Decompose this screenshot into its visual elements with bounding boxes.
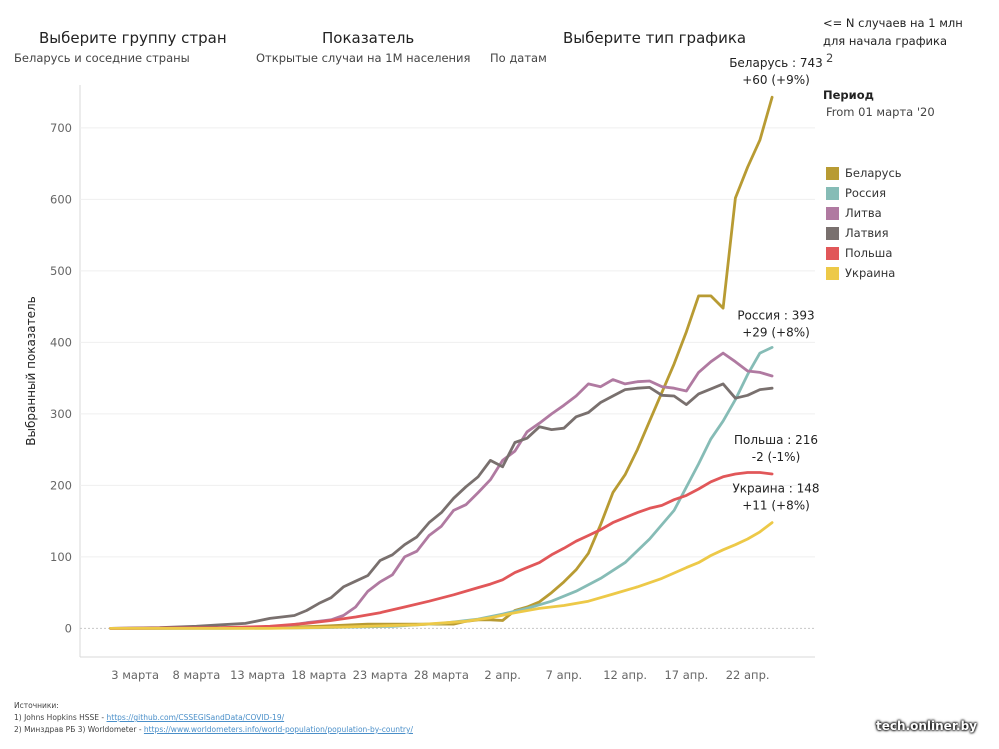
legend-swatch [826, 186, 839, 200]
series-line-0 [109, 95, 774, 630]
metric-selector-value[interactable]: Открытые случаи на 1М населения [256, 51, 471, 65]
y-tick-label: 500 [50, 264, 72, 278]
x-tick-label: 28 марта [414, 668, 469, 682]
x-tick-label: 7 апр. [546, 668, 583, 682]
x-tick-label: 22 апр. [726, 668, 770, 682]
y-tick-label: 400 [50, 335, 72, 349]
legend-item-1[interactable]: Россия [826, 183, 902, 203]
y-axis-title: Выбранный показатель [24, 296, 38, 446]
chart-legend: Беларусь Россия Литва Латвия Польша Украина [826, 163, 902, 283]
sources-line-2-text: 2) Минздрав РБ 3) Worldometer - [14, 725, 144, 734]
period-label: Период [823, 88, 874, 102]
legend-label: Украина [845, 266, 896, 280]
period-value[interactable]: From 01 марта '20 [826, 105, 935, 119]
annotation-1-change: +29 (+8%) [742, 325, 810, 339]
threshold-label-line2: для начала графика [823, 34, 948, 48]
x-tick-label: 3 марта [111, 668, 159, 682]
legend-swatch [826, 226, 839, 240]
legend-label: Литва [845, 206, 882, 220]
x-tick-label: 2 апр. [484, 668, 521, 682]
sources-heading: Источники: [14, 701, 59, 710]
series-line-1 [109, 346, 774, 630]
legend-swatch [826, 246, 839, 260]
x-tick-label: 23 марта [353, 668, 408, 682]
metric-selector-title: Показатель [322, 29, 415, 47]
legend-item-4[interactable]: Польша [826, 243, 902, 263]
series-line-4 [109, 471, 774, 630]
sources-footnote: Источники: 1) Johns Hopkins HSSE - https… [14, 700, 413, 736]
legend-label: Польша [845, 246, 893, 260]
y-tick-label: 700 [50, 121, 72, 135]
x-tick-label: 12 апр. [603, 668, 647, 682]
annotation-0-title: Беларусь : 743 [729, 56, 823, 70]
annotation-5-title: Украина : 148 [732, 482, 819, 496]
annotation-0-change: +60 (+9%) [742, 73, 810, 87]
legend-item-3[interactable]: Латвия [826, 223, 902, 243]
sources-line-1: 1) Johns Hopkins HSSE - https://github.c… [14, 712, 413, 724]
annotation-5-change: +11 (+8%) [742, 499, 810, 513]
y-tick-label: 100 [50, 550, 72, 564]
jhu-source-link[interactable]: https://github.com/CSSEGISandData/COVID-… [106, 713, 285, 722]
group-selector-value[interactable]: Беларусь и соседние страны [14, 51, 190, 65]
metric-mode-value[interactable]: По датам [490, 51, 547, 65]
sources-line-1-text: 1) Johns Hopkins HSSE - [14, 713, 107, 722]
sources-line-2: 2) Минздрав РБ 3) Worldometer - https://… [14, 724, 413, 736]
legend-swatch [826, 206, 839, 220]
x-tick-label: 13 марта [230, 668, 285, 682]
annotation-4-change: -2 (-1%) [752, 450, 801, 464]
annotation-4-title: Польша : 216 [734, 433, 818, 447]
annotation-1-title: Россия : 393 [737, 308, 814, 322]
y-tick-label: 600 [50, 192, 72, 206]
threshold-input[interactable]: 2 [826, 51, 834, 65]
series-line-5 [109, 521, 774, 630]
y-tick-label: 0 [65, 621, 72, 635]
legend-item-0[interactable]: Беларусь [826, 163, 902, 183]
x-tick-label: 18 марта [291, 668, 346, 682]
chart-type-selector-title[interactable]: Выберите тип графика [563, 29, 747, 47]
legend-swatch [826, 166, 839, 180]
legend-swatch [826, 266, 839, 280]
threshold-label-line1: <= N случаев на 1 млн [823, 16, 963, 30]
series-line-2 [109, 351, 774, 630]
y-tick-label: 200 [50, 478, 72, 492]
legend-label: Россия [845, 186, 887, 200]
series-line-3 [109, 382, 774, 630]
legend-item-5[interactable]: Украина [826, 263, 902, 283]
y-tick-label: 300 [50, 407, 72, 421]
group-selector-title: Выберите группу стран [39, 29, 227, 47]
legend-label: Беларусь [845, 166, 902, 180]
site-watermark: tech.onliner.by [876, 719, 977, 733]
legend-label: Латвия [845, 226, 889, 240]
x-tick-label: 8 марта [173, 668, 221, 682]
x-tick-label: 17 апр. [664, 668, 708, 682]
legend-item-2[interactable]: Литва [826, 203, 902, 223]
worldometer-source-link[interactable]: https://www.worldometers.info/world-popu… [143, 725, 413, 734]
